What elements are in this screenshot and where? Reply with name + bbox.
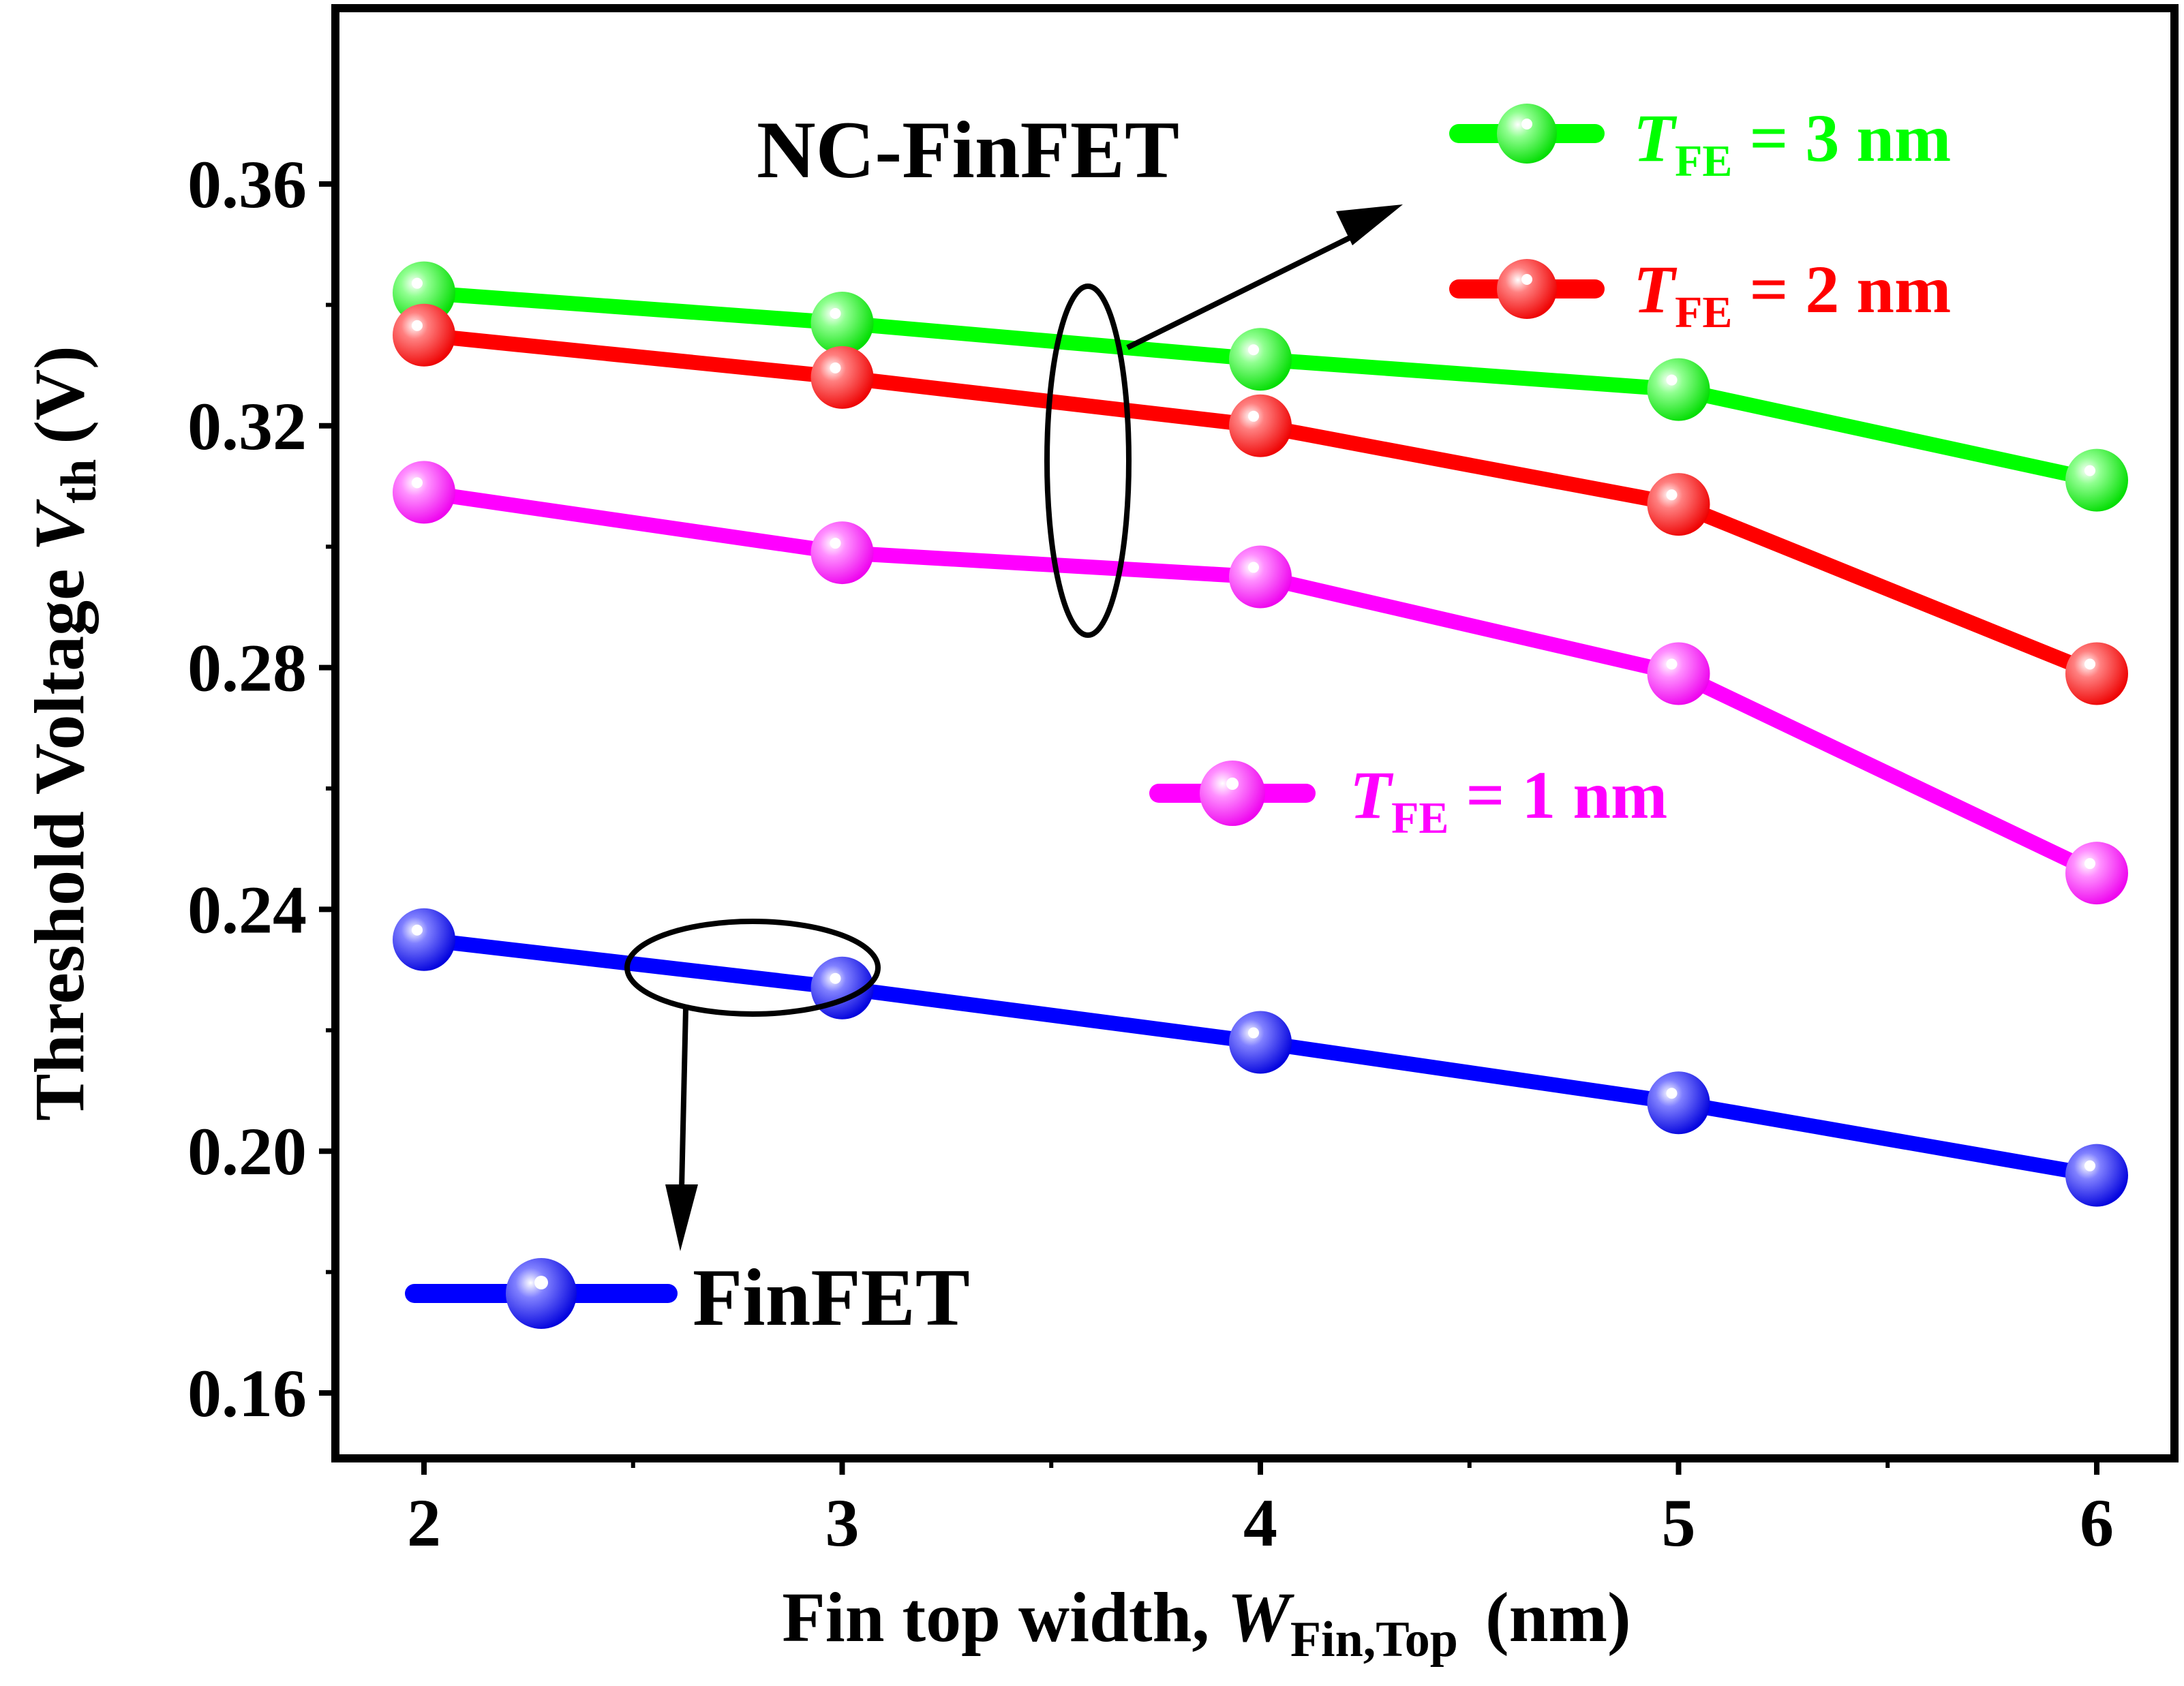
data-point bbox=[810, 521, 874, 585]
data-point-highlight bbox=[412, 477, 423, 489]
data-point bbox=[1647, 473, 1710, 536]
y-tick-label: 0.20 bbox=[187, 1114, 307, 1189]
series-0 bbox=[393, 261, 2128, 512]
data-point-highlight bbox=[1666, 658, 1678, 670]
data-point bbox=[393, 908, 455, 971]
nc-finfet-callout-arrow bbox=[1126, 232, 1358, 350]
data-point-highlight bbox=[1666, 1088, 1678, 1099]
finfet-arrowhead bbox=[665, 1184, 698, 1251]
finfet-callout-arrow bbox=[679, 1008, 688, 1189]
plot-frame bbox=[331, 4, 2179, 1462]
data-point-highlight bbox=[412, 320, 423, 331]
data-point bbox=[2065, 1144, 2128, 1207]
series-2 bbox=[393, 461, 2128, 905]
data-point bbox=[393, 303, 455, 367]
data-point-highlight bbox=[2084, 858, 2095, 870]
x-tick-label: 6 bbox=[2080, 1485, 2114, 1561]
svg-text:TFE = 1 nm: TFE = 1 nm bbox=[1350, 757, 1667, 843]
data-point bbox=[1647, 642, 1710, 705]
data-point-highlight bbox=[1248, 410, 1259, 422]
data-point bbox=[1229, 1011, 1292, 1074]
data-point bbox=[1229, 394, 1292, 457]
data-point-highlight bbox=[2084, 1160, 2095, 1171]
x-tick-label: 5 bbox=[1662, 1485, 1696, 1561]
x-tick-label: 2 bbox=[407, 1485, 441, 1561]
finfet-callout-ellipse bbox=[624, 919, 881, 1017]
data-point bbox=[1647, 358, 1710, 421]
svg-text:FinFET: FinFET bbox=[693, 1252, 970, 1343]
nc-finfet-arrowhead bbox=[1336, 204, 1403, 245]
svg-text:TFE = 3 nm: TFE = 3 nm bbox=[1633, 100, 1951, 186]
svg-text:TFE = 2 nm: TFE = 2 nm bbox=[1633, 251, 1951, 337]
legend-green: TFE = 3 nm bbox=[1449, 100, 1951, 186]
legend-blue: FinFET bbox=[405, 1252, 970, 1343]
data-point bbox=[2065, 642, 2128, 705]
y-axis-title: Threshold Voltage Vth(V) bbox=[20, 346, 107, 1121]
data-point bbox=[2065, 842, 2128, 905]
data-point-highlight bbox=[1248, 1027, 1259, 1039]
data-point bbox=[1229, 328, 1292, 391]
data-point-highlight bbox=[2084, 465, 2095, 476]
data-point-highlight bbox=[2084, 658, 2095, 670]
nc-finfet-callout-ellipse bbox=[1044, 283, 1132, 638]
y-tick-label: 0.28 bbox=[187, 630, 307, 706]
y-tick-label: 0.36 bbox=[187, 147, 307, 222]
legend-red: TFE = 2 nm bbox=[1449, 251, 1951, 337]
data-point bbox=[1647, 1071, 1710, 1135]
axis-ticks: 0.16 0.20 0.24 0.28 0.32 0.36 2 3 4 5 6 bbox=[187, 147, 2114, 1561]
nc-finfet-annotation: NC-FinFET bbox=[757, 104, 1179, 195]
y-tick-label: 0.32 bbox=[187, 388, 307, 464]
data-point-highlight bbox=[1248, 344, 1259, 356]
series-group bbox=[393, 261, 2128, 1207]
y-tick-label: 0.24 bbox=[187, 872, 307, 947]
x-tick-label: 3 bbox=[825, 1485, 860, 1561]
legend-magenta: TFE = 1 nm bbox=[1149, 757, 1667, 843]
data-point bbox=[393, 461, 455, 524]
data-point bbox=[1229, 545, 1292, 609]
data-point-highlight bbox=[1248, 562, 1259, 573]
data-point-highlight bbox=[1666, 489, 1678, 501]
data-point bbox=[810, 346, 874, 409]
data-point-highlight bbox=[830, 538, 841, 549]
data-point-highlight bbox=[412, 277, 423, 289]
y-tick-label: 0.16 bbox=[187, 1355, 307, 1431]
x-axis-title: Fin top width, WFin,Top (nm) bbox=[782, 1578, 1631, 1668]
series-1 bbox=[393, 303, 2128, 705]
data-point bbox=[2065, 448, 2128, 512]
x-tick-label: 4 bbox=[1243, 1485, 1277, 1561]
data-point-highlight bbox=[830, 308, 841, 320]
data-point-highlight bbox=[830, 362, 841, 373]
data-point-highlight bbox=[830, 972, 841, 984]
data-point bbox=[810, 292, 874, 355]
series-3 bbox=[393, 908, 2128, 1207]
data-point-highlight bbox=[1666, 374, 1678, 386]
data-point-highlight bbox=[412, 924, 423, 936]
